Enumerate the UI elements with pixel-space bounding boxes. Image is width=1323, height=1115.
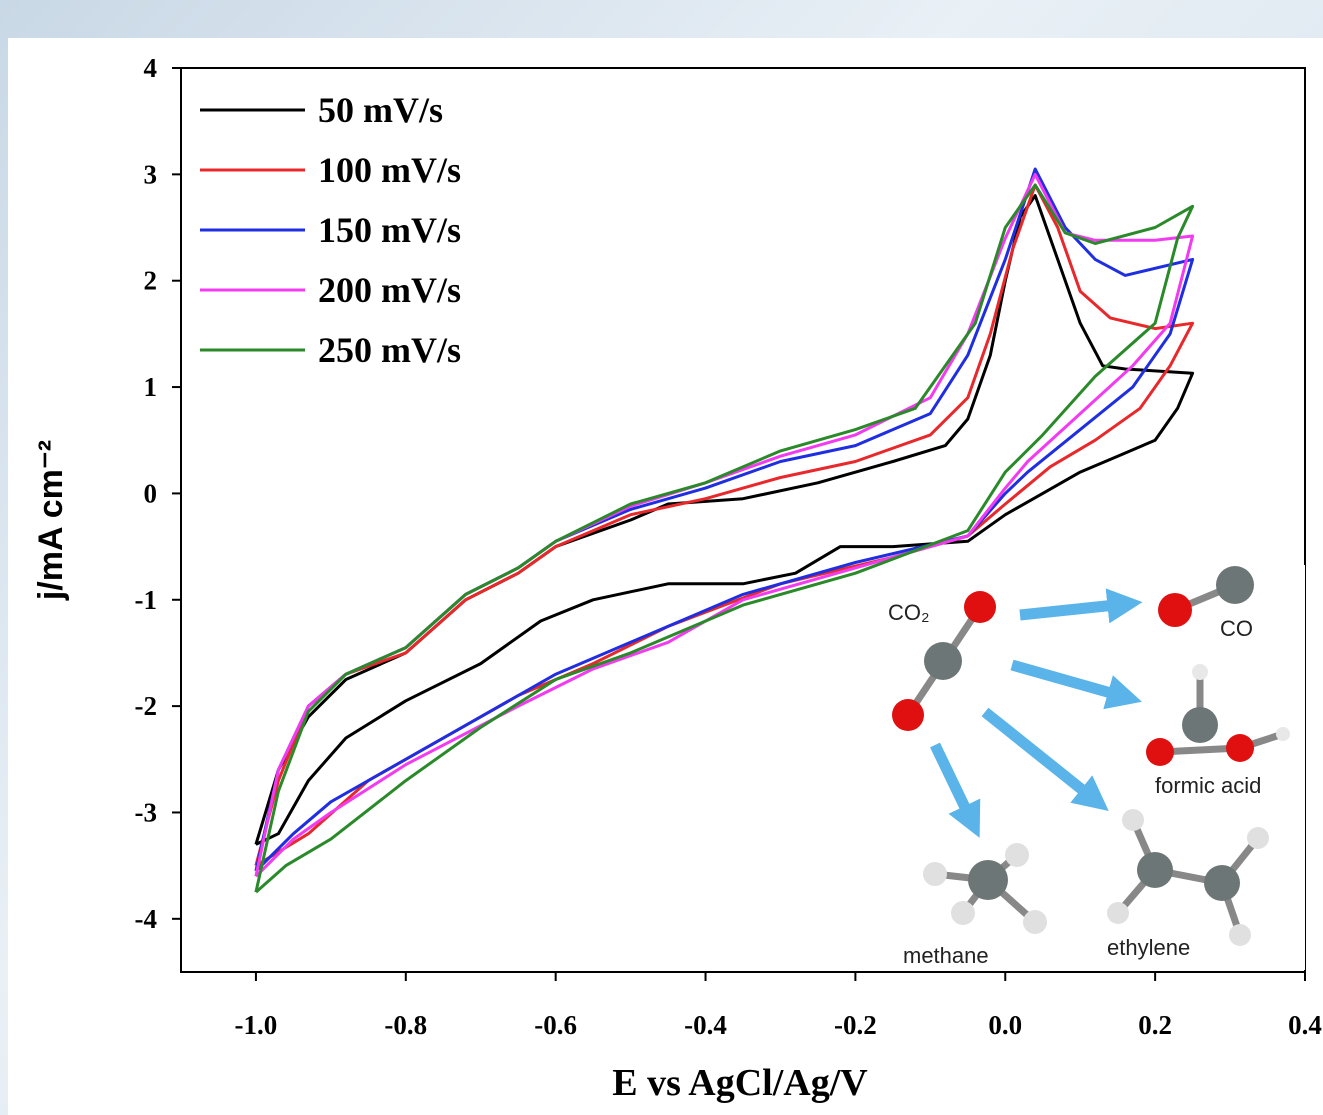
reactant-label: CO₂ [888, 600, 930, 625]
legend-label: 100 mV/s [318, 150, 461, 190]
y-tick-label: 4 [144, 53, 158, 83]
product-label: ethylene [1107, 935, 1190, 960]
legend-label: 250 mV/s [318, 330, 461, 370]
arrows [930, 588, 1143, 838]
x-tick-label: -0.6 [534, 1010, 577, 1040]
inset-background [885, 565, 1305, 970]
y-tick-label: 2 [144, 266, 158, 296]
y-tick-label: 1 [144, 372, 158, 402]
inset-labels: CO₂ CO formic acid methane ethylene [888, 600, 1261, 968]
x-tick-label: -1.0 [235, 1010, 278, 1040]
x-tick-label: 0.0 [988, 1010, 1022, 1040]
legend-label: 50 mV/s [318, 90, 443, 130]
y-tick-label: -1 [135, 585, 158, 615]
x-tick-label: 0.2 [1138, 1010, 1172, 1040]
y-tick-label: 0 [144, 478, 158, 508]
y-axis-label: j/mA cm⁻² [32, 440, 70, 601]
x-tick-label: 0.4 [1288, 1010, 1322, 1040]
plot-area: -4 -3 -2 -1 0 1 2 3 4 -1.0 -0.8 -0.6 -0.4 -0.2 0.0 0.2 0… [135, 53, 1322, 1040]
atoms [892, 566, 1290, 946]
x-tick-label: -0.8 [384, 1010, 427, 1040]
legend-label: 150 mV/s [318, 210, 461, 250]
product-label: CO [1220, 616, 1253, 641]
x-axis-label: E vs AgCl/Ag/V [612, 1062, 868, 1104]
x-tick-label: -0.2 [834, 1010, 877, 1040]
x-tick-label: -0.4 [684, 1010, 727, 1040]
y-tick-label: -3 [135, 797, 158, 827]
legend-label: 200 mV/s [318, 270, 461, 310]
series-line [254, 183, 1195, 894]
inset-diagram: CO₂ CO formic acid methane ethylene [885, 565, 1305, 970]
product-label: formic acid [1155, 773, 1261, 798]
axis-frame [180, 67, 1306, 973]
y-tick-label: -2 [135, 691, 158, 721]
product-label: methane [903, 943, 989, 968]
y-tick-label: -4 [135, 904, 158, 934]
y-tick-label: 3 [144, 159, 158, 189]
